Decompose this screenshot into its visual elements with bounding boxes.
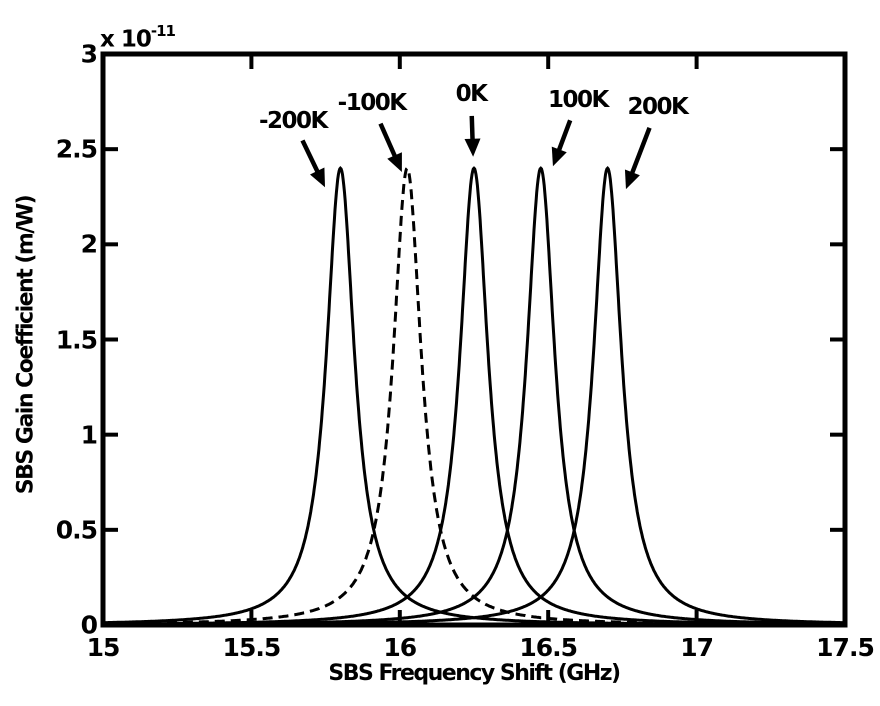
- annotation-arrowhead: [309, 167, 326, 188]
- multiplier-base: x 10: [100, 26, 152, 53]
- x-tick-label: 17: [680, 633, 714, 662]
- annotation-label: 0K: [455, 80, 488, 107]
- curve--100K: [103, 166, 845, 626]
- y-tick-label: 3: [80, 39, 98, 69]
- y-tick-label: 1: [80, 420, 98, 450]
- annotation-label: -100K: [337, 90, 407, 117]
- annotation-arrowhead: [551, 146, 567, 167]
- y-axis-label: SBS Gain Coefficient (m/W): [13, 195, 39, 495]
- x-tick-label: 15.5: [222, 633, 282, 662]
- annotation-arrow-shaft: [627, 127, 652, 181]
- x-axis-label: SBS Frequency Shift (GHz): [328, 661, 621, 686]
- annotation-label: 100K: [547, 86, 609, 113]
- y-tick-label: 1.5: [55, 325, 98, 354]
- multiplier-exponent: -11: [150, 22, 176, 40]
- annotation-label: -200K: [258, 107, 328, 134]
- curve-0K: [103, 166, 845, 626]
- annotation-arrowhead: [387, 152, 402, 173]
- y-tick-label: 2.5: [55, 134, 98, 164]
- annotation-label: 200K: [627, 94, 689, 121]
- curve-100K: [103, 166, 845, 626]
- annotation-arrowhead: [464, 138, 481, 157]
- x-tick-label: 17.5: [816, 633, 875, 662]
- curve--200K: [102, 165, 845, 626]
- y-tick-label: 2: [80, 229, 98, 259]
- curve-200K: [103, 165, 846, 626]
- annotation-arrowhead: [624, 169, 640, 190]
- x-tick-label: 16.5: [519, 633, 578, 662]
- y-tick-label: 0.5: [55, 515, 98, 545]
- y-axis-multiplier: x 10-11: [100, 22, 176, 53]
- y-tick-label: 0: [80, 610, 98, 640]
- x-tick-label: 16: [383, 633, 417, 662]
- x-tick-label: 15: [86, 633, 121, 662]
- axes-box: [100, 51, 848, 628]
